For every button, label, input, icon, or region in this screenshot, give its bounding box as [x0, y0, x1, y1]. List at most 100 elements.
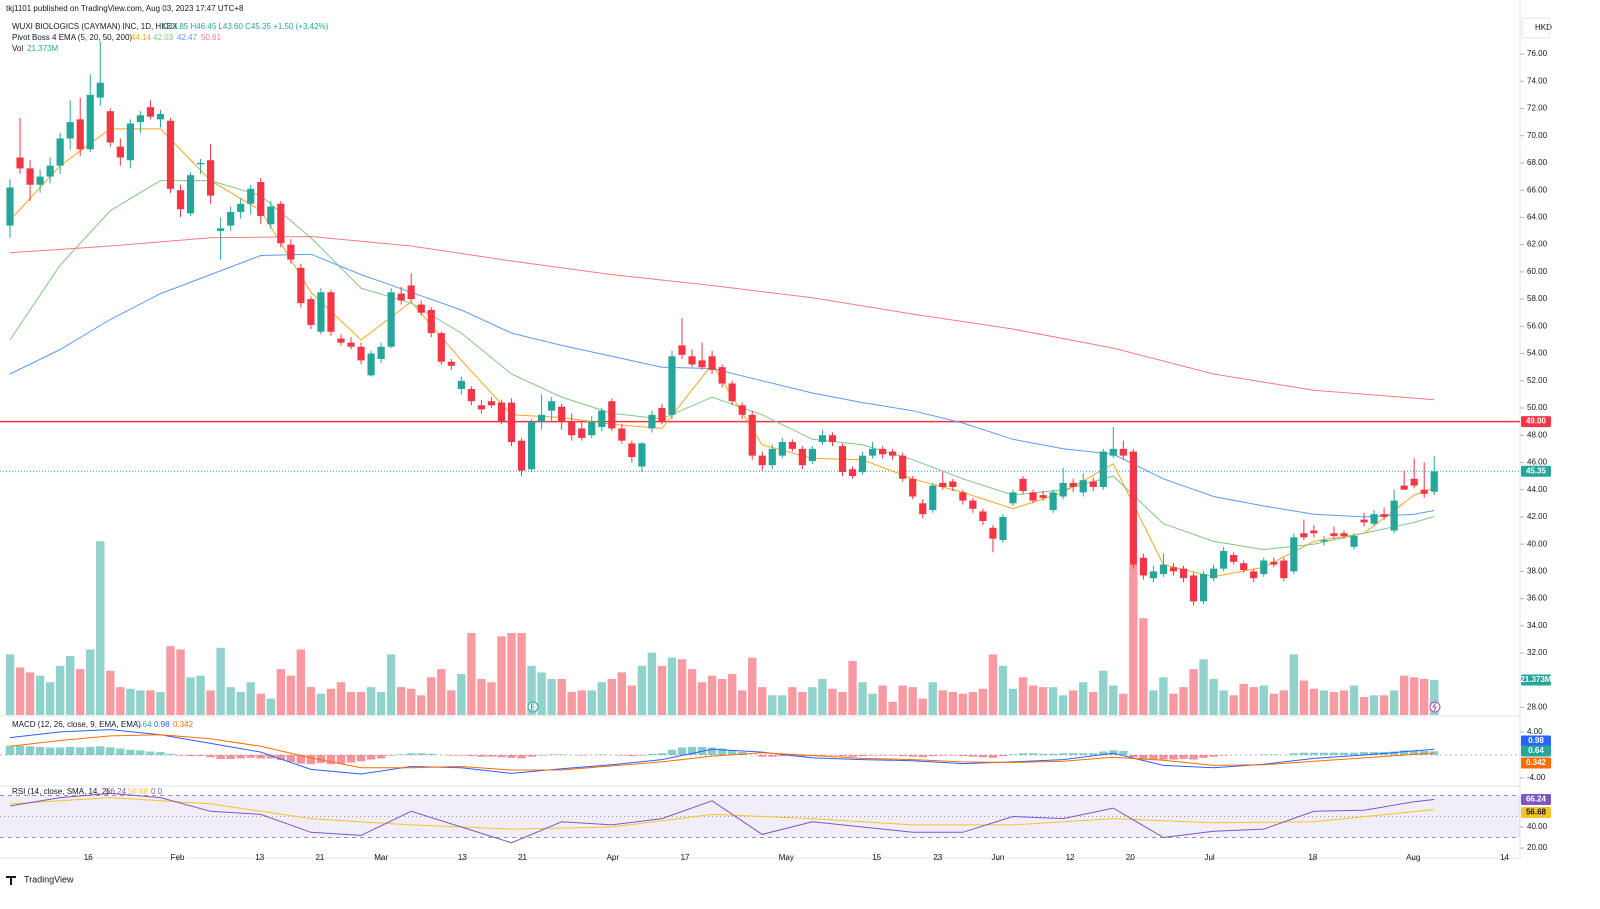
candle-body [1189, 575, 1198, 602]
text-layer: tkj1101 published on TradingView.com, Au… [6, 4, 1552, 884]
x-tick-label: 16 [84, 853, 93, 862]
macd-histogram-bar [1119, 750, 1128, 755]
volume-tag: 21.373M [1520, 675, 1551, 684]
macd-histogram-bar [1008, 754, 1018, 755]
macd-histogram-bar [547, 754, 556, 755]
candle-body [76, 119, 84, 150]
candle-body [868, 448, 877, 456]
macd-histogram-bar [1048, 753, 1058, 755]
macd-histogram-bar [1259, 754, 1268, 755]
macd-tick-label: 4.00 [1527, 727, 1543, 736]
candle-body [909, 478, 917, 497]
volume-bar [928, 682, 937, 715]
ema-legend-value: 42.47 [177, 33, 198, 42]
volume-bar [848, 660, 857, 715]
volume-bar [306, 687, 316, 715]
candle-body [1300, 533, 1308, 538]
rsi-tick-label: 20.00 [1527, 843, 1548, 852]
macd-histogram-bar [417, 753, 426, 755]
macd-histogram-bar [156, 752, 165, 755]
macd-histogram-bar [597, 754, 606, 755]
macd-histogram-bar [1038, 753, 1048, 755]
rsi-tag-box [1521, 793, 1551, 805]
macd-legend-value: 0.98 [154, 720, 170, 729]
volume-bar [366, 687, 376, 715]
candle-body [186, 175, 195, 214]
candle-body [558, 406, 566, 422]
macd-histogram-bar [366, 754, 376, 760]
volume-bar [497, 636, 506, 715]
candle-body [1430, 471, 1438, 492]
macd-histogram-bar [45, 747, 55, 755]
volume-bar [768, 695, 777, 715]
volume-bar [868, 693, 877, 715]
volume-bar [1008, 688, 1018, 715]
x-tick-label: 18 [1308, 853, 1317, 862]
macd-histogram-bar [246, 754, 255, 758]
candle-body [838, 446, 847, 472]
volume-bar [1349, 685, 1359, 715]
ema-line [9, 235, 1435, 401]
volume-bar [988, 654, 998, 715]
candle-body [798, 448, 806, 466]
volume-bar [226, 687, 235, 715]
price-tick-label: 52.00 [1527, 376, 1548, 385]
macd-histogram-bar [1129, 754, 1138, 758]
candle-body [1209, 568, 1218, 579]
candle-body [36, 176, 44, 185]
volume-value: 21.373M [27, 44, 58, 53]
candle-body [1139, 557, 1147, 576]
volume-bar [1249, 687, 1258, 715]
macd-histogram-bar [1199, 754, 1208, 758]
candle-body [718, 367, 726, 384]
candle-body [1220, 550, 1228, 569]
macd-histogram-bar [517, 754, 526, 759]
macd-histogram-bar [998, 754, 1008, 757]
candle-body [628, 443, 636, 458]
macd-histogram-bar [798, 754, 807, 757]
volume-bar [1269, 693, 1278, 715]
candle-body [1230, 555, 1238, 562]
volume-bar [758, 687, 767, 715]
macd-histogram-bar [1139, 754, 1148, 760]
volume-bar [1028, 685, 1038, 715]
macd-histogram-bar [627, 754, 637, 757]
macd-histogram-bar [1079, 753, 1088, 755]
macd-histogram-bar [778, 754, 787, 757]
currency: HKD [1535, 23, 1552, 32]
x-tick-label: Apr [607, 853, 620, 862]
volume-bar [1099, 670, 1108, 715]
volume-bar [346, 692, 356, 715]
volume-bar [1139, 618, 1148, 715]
candle-body [16, 157, 24, 169]
price-tick-label: 68.00 [1527, 158, 1548, 167]
volume-bar [35, 675, 45, 715]
volume-bar [376, 692, 386, 715]
macd-tick-label: -4.00 [1527, 773, 1546, 782]
volume-bar [547, 678, 556, 715]
macd-histogram-bar [848, 754, 857, 757]
macd-histogram-bar [76, 747, 85, 755]
macd-histogram-bar [407, 753, 416, 755]
macd-histogram-bar [1149, 754, 1158, 761]
volume-bar [667, 657, 677, 715]
candle-body [106, 111, 114, 143]
volume-bar [417, 695, 426, 715]
candle-body [217, 228, 225, 232]
volume-bar [1109, 685, 1118, 715]
x-tick-label: Jun [991, 853, 1004, 862]
signal-tag-box [1521, 757, 1551, 769]
price-tick-label: 40.00 [1527, 539, 1548, 548]
candle-body [1370, 514, 1378, 524]
volume-bar [707, 675, 717, 715]
macd-histogram-bar [447, 754, 456, 756]
candle-body [1400, 485, 1408, 490]
volume-bar [828, 688, 837, 715]
candle-body [56, 138, 64, 166]
volume-bar [1189, 669, 1198, 715]
macd-histogram-bar [216, 754, 225, 760]
candle-body [899, 455, 907, 479]
candle-body [758, 455, 766, 466]
candle-body [6, 187, 14, 226]
candle-body [548, 401, 556, 411]
